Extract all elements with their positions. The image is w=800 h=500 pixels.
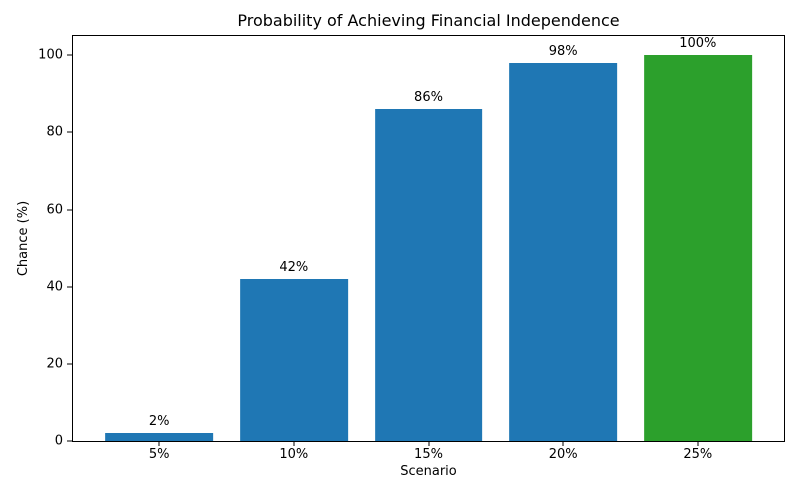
y-tick-label: 0: [54, 433, 63, 449]
plot-area: 0 20 40 60 80 100 2% 5% 42% 10% 86% 15% 98% 20% 100% 25…: [38, 35, 785, 462]
x-tick-label: 15%: [414, 447, 443, 462]
x-tick-label: 25%: [683, 447, 713, 462]
y-tick-mark: [67, 54, 72, 56]
x-tick-label: 20%: [548, 447, 578, 462]
y-tick-label: 20: [46, 356, 63, 372]
bar-5%: [105, 433, 214, 441]
y-axis-label-wrap: Chance (%): [6, 35, 42, 442]
bar-15%: [374, 109, 483, 441]
y-tick-mark: [67, 363, 72, 365]
x-tick-label: 5%: [148, 447, 170, 462]
x-axis-label: Scenario: [400, 464, 457, 479]
y-tick-mark: [67, 440, 72, 442]
x-tick-label: 10%: [279, 447, 309, 462]
y-tick-mark: [67, 209, 72, 211]
chart-title: Probability of Achieving Financial Indep…: [237, 11, 620, 30]
bar-value-label: 100%: [679, 36, 717, 52]
y-tick-label: 40: [46, 279, 63, 295]
y-axis-label: Chance (%): [16, 200, 32, 277]
y-tick-label: 100: [38, 47, 63, 63]
bar-10%: [239, 279, 348, 441]
x-tick-mark: [293, 441, 295, 446]
bar-value-label: 98%: [548, 44, 578, 59]
y-tick-label: 80: [46, 124, 63, 140]
y-tick-mark: [67, 286, 72, 288]
x-tick-mark: [158, 441, 160, 446]
x-tick-mark: [428, 441, 429, 446]
x-tick-mark: [697, 441, 699, 446]
bar-value-label: 86%: [414, 90, 443, 106]
bar-value-label: 42%: [279, 260, 309, 275]
bar-value-label: 2%: [148, 414, 170, 430]
y-tick-mark: [67, 131, 72, 133]
bar-20%: [509, 63, 618, 441]
x-tick-mark: [562, 441, 564, 446]
y-tick-label: 60: [46, 202, 63, 218]
bar-25%: [643, 55, 752, 441]
